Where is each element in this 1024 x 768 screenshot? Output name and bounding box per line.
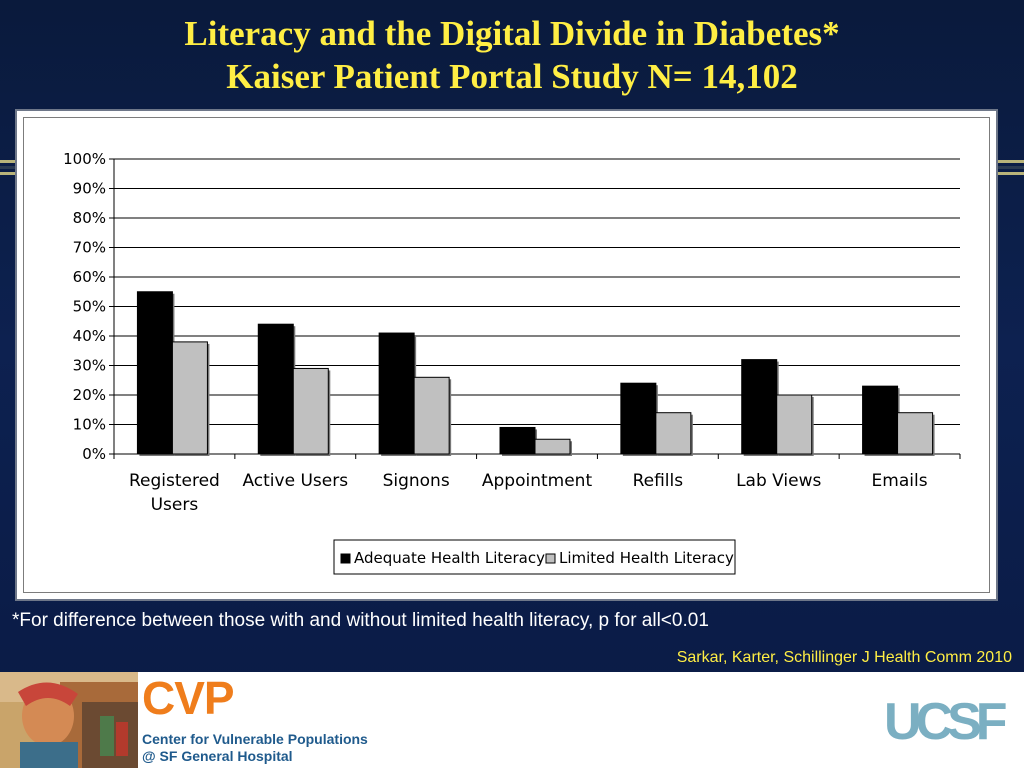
mural-image [0,672,138,768]
x-category-label: Active Users [242,471,348,491]
bar-adequate [499,426,536,455]
bar-limited [534,438,571,455]
legend-swatch-limited [545,553,556,564]
x-category-label: Appointment [482,471,593,491]
x-category-label: Refills [633,471,684,491]
bar-chart: 0% 10% 20% 30% 40% 50% 60% 70% 80% 90% 100% Registe… [63,150,961,575]
title-line-2: Kaiser Patient Portal Study N= 14,102 [226,57,798,96]
x-category-label: Registered [129,471,220,491]
footnote: *For difference between those with and w… [12,610,709,631]
decorative-stripe-right [998,160,1024,178]
legend-label-limited: Limited Health Literacy [559,549,734,567]
x-category-label: Emails [872,471,928,491]
y-tick-label: 100% [63,150,106,168]
bar-adequate [136,291,173,455]
legend-label-adequate: Adequate Health Literacy [354,549,545,567]
ucsf-logo: UCSF [884,693,1008,751]
cvp-name-line: Center for Vulnerable Populations [142,731,368,747]
chart-area [23,117,990,593]
bar-adequate [620,382,657,455]
bar-adequate [378,332,415,455]
citation: Sarkar, Karter, Schillinger J Health Com… [676,649,1012,666]
y-tick-label: 10% [73,416,106,434]
y-tick-label: 20% [73,386,106,404]
bar-limited [171,341,208,455]
title-line-1: Literacy and the Digital Divide in Diabe… [184,14,840,53]
y-tick-label: 30% [73,357,106,375]
x-category-label: Lab Views [736,471,821,491]
y-tick-label: 50% [73,298,106,316]
slide-title: Literacy and the Digital Divide in Diabe… [0,12,1024,98]
decorative-stripe-left [0,160,20,178]
bar-adequate [257,323,294,455]
y-tick-label: 0% [82,445,106,463]
footer-band [0,672,1024,768]
bar-limited [655,412,692,455]
cvp-logo: CVP [142,672,235,724]
x-category-label: Users [151,495,199,515]
legend-swatch-adequate [340,553,351,564]
y-tick-label: 40% [73,327,106,345]
y-tick-label: 70% [73,239,106,257]
bar-limited [776,394,813,455]
cvp-hospital-line: @ SF General Hospital [142,748,293,764]
x-category-label: Signons [383,471,450,491]
bar-limited [292,367,329,455]
y-tick-label: 60% [73,268,106,286]
y-tick-label: 90% [73,180,106,198]
legend [333,539,736,575]
bar-adequate [862,385,899,455]
bar-adequate [741,359,778,455]
bar-limited [413,376,450,455]
bar-limited [897,412,934,455]
chart-frame: 0% 10% 20% 30% 40% 50% 60% 70% 80% 90% 100% Registe… [15,109,998,601]
y-tick-label: 80% [73,209,106,227]
